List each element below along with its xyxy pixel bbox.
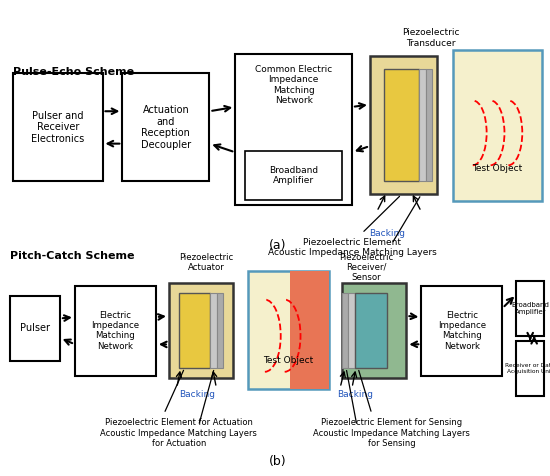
Text: Piezoelectric Element: Piezoelectric Element	[303, 238, 401, 247]
Bar	[169, 283, 233, 378]
Text: Test Object: Test Object	[472, 164, 522, 173]
Bar	[516, 341, 544, 396]
Text: Pulser: Pulser	[20, 323, 50, 333]
Text: Pitch-Catch Scheme: Pitch-Catch Scheme	[10, 250, 135, 260]
Text: Common Electric
Impedance
Matching
Network: Common Electric Impedance Matching Netwo…	[255, 65, 332, 105]
Text: Broadband
Amplifier: Broadband Amplifier	[512, 302, 549, 315]
Text: Piezoelectric
Actuator: Piezoelectric Actuator	[179, 253, 233, 272]
Text: Test Object: Test Object	[263, 356, 314, 365]
Bar	[370, 56, 437, 194]
Text: Backing: Backing	[369, 229, 405, 238]
Text: (b): (b)	[269, 455, 287, 468]
Text: Piezoelectric Element for Sensing: Piezoelectric Element for Sensing	[321, 418, 462, 427]
Text: Backing: Backing	[337, 390, 373, 399]
Text: Acoustic Impedance Matching Layers
for Actuation: Acoustic Impedance Matching Layers for A…	[100, 429, 257, 448]
Bar	[453, 50, 542, 201]
Text: Piezoelectric
Receiver/
Sensor: Piezoelectric Receiver/ Sensor	[339, 253, 393, 282]
Bar	[290, 270, 329, 389]
Text: (a): (a)	[269, 238, 287, 252]
Bar	[248, 270, 329, 389]
Bar	[342, 293, 348, 368]
Bar	[179, 293, 211, 368]
Bar	[211, 293, 217, 368]
Text: Pulse-Echo Scheme: Pulse-Echo Scheme	[13, 67, 135, 77]
Bar	[348, 293, 355, 368]
Bar	[342, 283, 406, 378]
Text: Backing: Backing	[179, 390, 214, 399]
Bar	[10, 296, 60, 361]
Bar	[75, 286, 156, 376]
Bar	[384, 69, 419, 181]
Bar	[122, 73, 210, 181]
Bar	[426, 69, 432, 181]
Bar	[235, 54, 352, 205]
Bar	[419, 69, 426, 181]
Text: Piezoelectric Element for Actuation: Piezoelectric Element for Actuation	[105, 418, 252, 427]
Bar	[355, 293, 387, 368]
Text: Electric
Impedance
Matching
Network: Electric Impedance Matching Network	[91, 311, 140, 351]
Bar	[217, 293, 223, 368]
Text: Piezoelectric
Transducer: Piezoelectric Transducer	[403, 28, 460, 48]
Text: Acoustic Impedance Matching Layers: Acoustic Impedance Matching Layers	[268, 248, 436, 258]
Text: Pulser and
Receiver
Electronics: Pulser and Receiver Electronics	[31, 111, 85, 144]
Text: Broadband
Amplifier: Broadband Amplifier	[269, 166, 318, 185]
Bar	[516, 280, 544, 336]
Text: Receiver or Data
Acquisition Unit: Receiver or Data Acquisition Unit	[505, 363, 550, 374]
Text: Actuation
and
Reception
Decoupler: Actuation and Reception Decoupler	[141, 105, 191, 150]
Bar	[13, 73, 102, 181]
Bar	[245, 151, 342, 200]
Text: Acoustic Impedance Matching Layers
for Sensing: Acoustic Impedance Matching Layers for S…	[313, 429, 470, 448]
Bar	[421, 286, 503, 376]
Text: Electric
Impedance
Matching
Network: Electric Impedance Matching Network	[438, 311, 486, 351]
